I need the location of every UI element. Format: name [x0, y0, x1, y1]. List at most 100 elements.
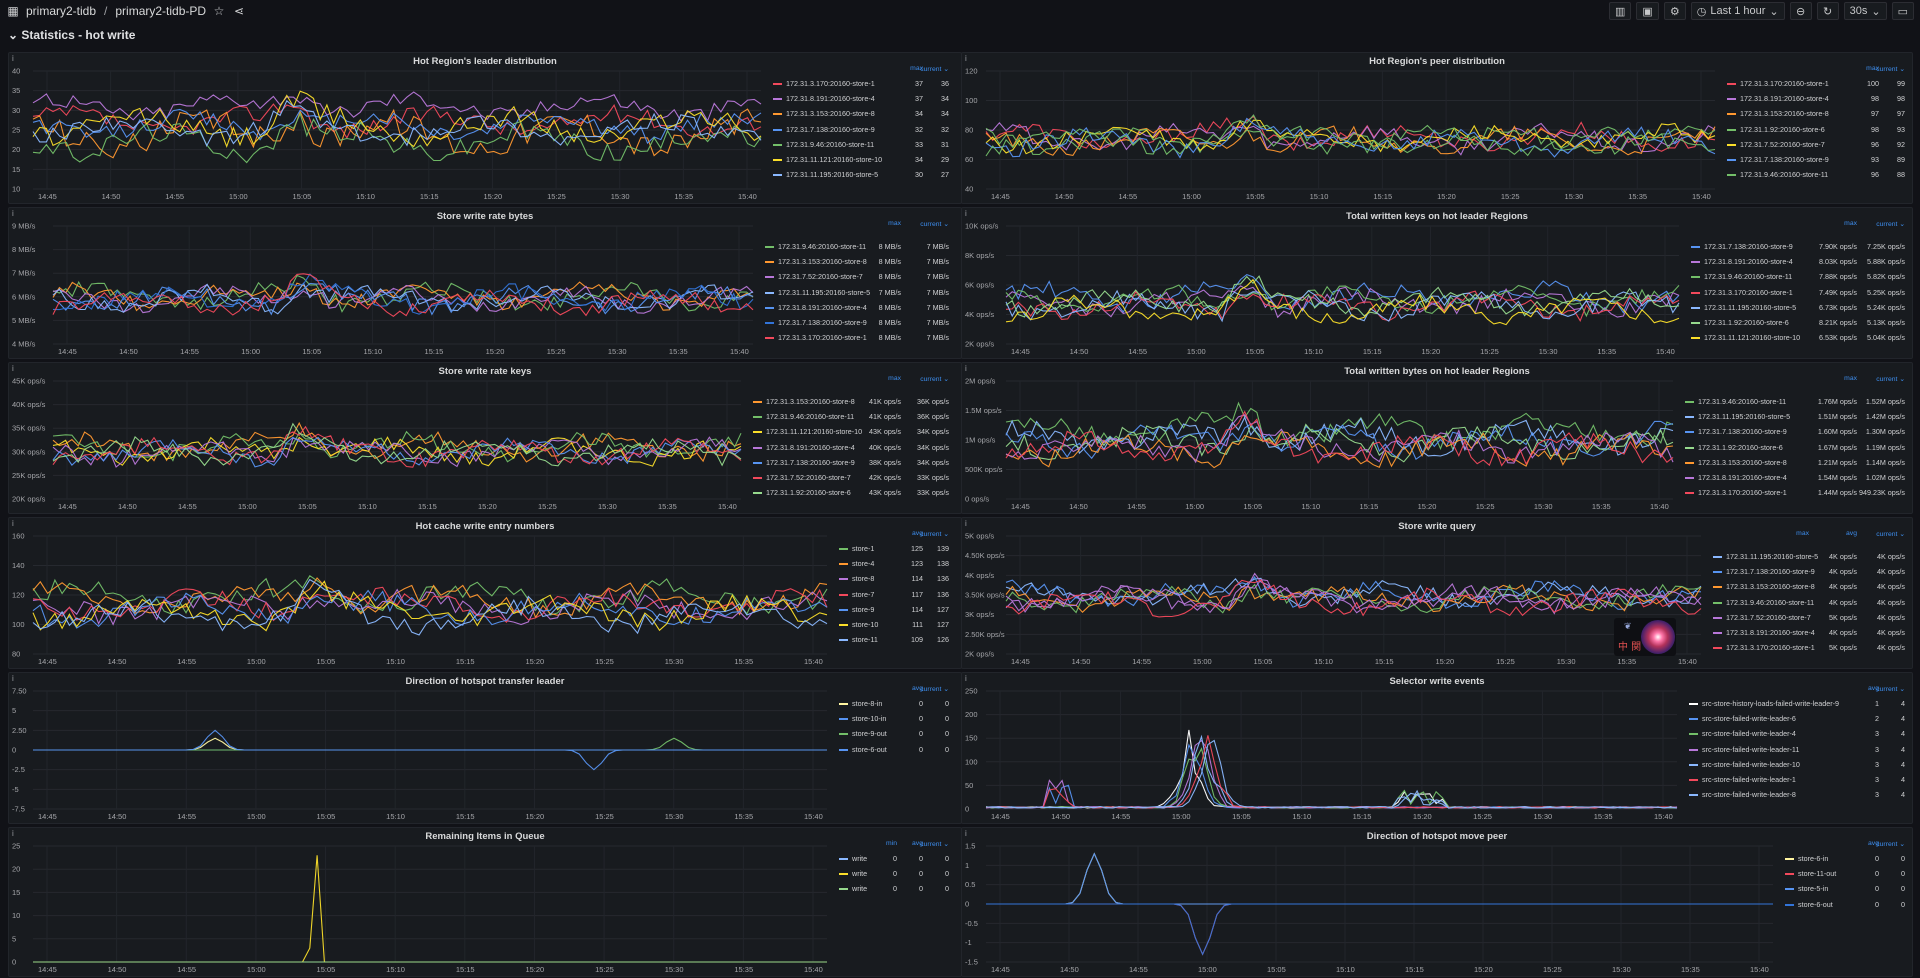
legend-item[interactable]: 172.31.11.121:20160-store-10 6.53K ops/s 5…	[1691, 333, 1907, 345]
panel-p2[interactable]: i Hot Region's peer distribution 120 100 80 6…	[961, 52, 1913, 204]
legend-column-header[interactable]: current ⌄	[920, 686, 949, 693]
legend-item[interactable]: store-10 111 127	[839, 620, 951, 632]
panel-info-icon[interactable]: i	[12, 54, 14, 63]
legend-item[interactable]: 172.31.3.170:20160-store-1 37 36	[773, 79, 951, 91]
chart-plot[interactable]: 2M ops/s 1.5M ops/s 1M ops/s 500K ops/s 0 op…	[962, 363, 1913, 514]
legend-item[interactable]: 172.31.3.153:20160-store-8 8 MB/s 7 MB/s	[765, 257, 951, 269]
legend-item[interactable]: src-store-failed-write-leader-1 3 4	[1689, 775, 1907, 787]
legend-column-header[interactable]: max	[1844, 375, 1857, 382]
save-dashboard-button[interactable]: ▣	[1636, 2, 1659, 20]
panel-info-icon[interactable]: i	[965, 519, 967, 528]
legend-item[interactable]: src-store-failed-write-leader-11 3 4	[1689, 745, 1907, 757]
legend-item[interactable]: store-6-out 0 0	[839, 745, 951, 757]
panel-info-icon[interactable]: i	[965, 54, 967, 63]
legend-column-header[interactable]: current ⌄	[1876, 66, 1905, 73]
legend-item[interactable]: 172.31.3.170:20160-store-1 8 MB/s 7 MB/s	[765, 333, 951, 345]
legend-item[interactable]: 172.31.9.46:20160-store-11 7.88K ops/s 5.8…	[1691, 272, 1907, 284]
legend-item[interactable]: store-9 114 127	[839, 605, 951, 617]
refresh-interval-picker[interactable]: 30s ⌄	[1843, 2, 1887, 20]
legend-item[interactable]: 172.31.7.138:20160-store-9 93 89	[1727, 155, 1907, 167]
legend-item[interactable]: src-store-failed-write-leader-4 3 4	[1689, 729, 1907, 741]
chart-plot[interactable]: 10K ops/s 8K ops/s 6K ops/s 4K ops/s 2K ops/…	[962, 208, 1913, 359]
time-range-picker[interactable]: ◷ Last 1 hour ⌄	[1690, 2, 1785, 20]
breadcrumb-folder[interactable]: primary2-tidb	[26, 4, 97, 18]
legend-item[interactable]: 172.31.1.92:20160-store-6 43K ops/s 33K op…	[753, 488, 951, 500]
legend-item[interactable]: 172.31.9.46:20160-store-11 41K ops/s 36K o…	[753, 412, 951, 424]
legend-column-header[interactable]: avg	[1868, 840, 1879, 847]
legend-column-header[interactable]: max	[1866, 65, 1879, 72]
legend-item[interactable]: 172.31.11.121:20160-store-10 34 29	[773, 155, 951, 167]
legend-column-header[interactable]: avg	[912, 530, 923, 537]
legend-item[interactable]: 172.31.11.195:20160-store-5 6.73K ops/s 5.…	[1691, 303, 1907, 315]
legend-column-header[interactable]: min	[886, 840, 897, 847]
legend-item[interactable]: src-store-failed-write-leader-10 3 4	[1689, 760, 1907, 772]
legend-item[interactable]: 172.31.8.191:20160-store-4 98 98	[1727, 94, 1907, 106]
panel-title[interactable]: Hot Region's peer distribution	[1369, 56, 1505, 67]
legend-item[interactable]: 172.31.7.138:20160-store-9 38K ops/s 34K o…	[753, 458, 951, 470]
legend-item[interactable]: 172.31.9.46:20160-store-11 33 31	[773, 140, 951, 152]
legend-item[interactable]: 172.31.8.191:20160-store-4 1.54M ops/s 1.0…	[1685, 473, 1907, 485]
chart-plot[interactable]: 40 35 30 25 20 15 10 14:45 14:50 14:55 15:00 15:05 1…	[9, 53, 962, 204]
legend-column-header[interactable]: current ⌄	[920, 376, 949, 383]
legend-item[interactable]: 172.31.1.92:20160-store-6 1.67M ops/s 1.19…	[1685, 443, 1907, 455]
legend-item[interactable]: 172.31.3.153:20160-store-8 97 97	[1727, 109, 1907, 121]
legend-column-header[interactable]: current ⌄	[920, 221, 949, 228]
legend-item[interactable]: 172.31.7.138:20160-store-9 7.90K ops/s 7.2…	[1691, 242, 1907, 254]
panel-title[interactable]: Direction of hotspot move peer	[1366, 831, 1508, 842]
legend-item[interactable]: store-10-in 0 0	[839, 714, 951, 726]
panel-title[interactable]: Hot cache write entry numbers	[415, 521, 555, 532]
legend-item[interactable]: store-4 123 138	[839, 559, 951, 571]
legend-item[interactable]: 172.31.3.153:20160-store-8 1.21M ops/s 1.1…	[1685, 458, 1907, 470]
panel-p10[interactable]: i Selector write events 250 200 150 100 50 0 14:…	[961, 672, 1913, 824]
legend-item[interactable]: 172.31.11.195:20160-store-5 7 MB/s 7 MB/s	[765, 288, 951, 300]
panel-info-icon[interactable]: i	[12, 209, 14, 218]
legend-item[interactable]: src-store-failed-write-leader-8 3 4	[1689, 790, 1907, 802]
legend-column-header[interactable]: current ⌄	[920, 66, 949, 73]
legend-item[interactable]: 172.31.8.191:20160-store-4 8 MB/s 7 MB/s	[765, 303, 951, 315]
add-panel-button[interactable]: ▥	[1608, 2, 1632, 20]
legend-item[interactable]: 172.31.7.52:20160-store-7 8 MB/s 7 MB/s	[765, 272, 951, 284]
star-icon[interactable]: ☆	[213, 4, 225, 18]
legend-item[interactable]: store-8 114 136	[839, 574, 951, 586]
legend-item[interactable]: 172.31.7.138:20160-store-9 4K ops/s 4K ops…	[1713, 567, 1907, 579]
refresh-button[interactable]: ↻	[1816, 2, 1839, 20]
legend-item[interactable]: store-1 125 139	[839, 544, 951, 556]
legend-column-header[interactable]: current ⌄	[1876, 531, 1905, 538]
chart-plot[interactable]: 45K ops/s 40K ops/s 35K ops/s 30K ops/s 25K …	[9, 363, 962, 514]
legend-column-header[interactable]: avg	[1846, 530, 1857, 537]
panel-info-icon[interactable]: i	[12, 829, 14, 838]
floating-overlay[interactable]: ❦ 中 関	[1614, 618, 1676, 656]
legend-column-header[interactable]: avg	[912, 840, 923, 847]
panel-p6[interactable]: i Total written bytes on hot leader Regio…	[961, 362, 1913, 514]
legend-item[interactable]: 172.31.3.153:20160-store-8 34 34	[773, 109, 951, 121]
panel-p11[interactable]: i Remaining Items in Queue 25 20 15 10 5 0 14:45…	[8, 827, 962, 977]
legend-item[interactable]: 172.31.9.46:20160-store-11 96 88	[1727, 170, 1907, 182]
panel-info-icon[interactable]: i	[965, 364, 967, 373]
tv-mode-button[interactable]: ▭	[1891, 2, 1914, 20]
panel-p1[interactable]: i Hot Region's leader distribution 40 35 30 2…	[8, 52, 962, 204]
panel-title[interactable]: Store write rate bytes	[436, 211, 534, 222]
legend-item[interactable]: 172.31.8.191:20160-store-4 8.03K ops/s 5.8…	[1691, 257, 1907, 269]
legend-column-header[interactable]: max	[1796, 530, 1809, 537]
panel-title[interactable]: Hot Region's leader distribution	[413, 56, 557, 67]
legend-item[interactable]: store-8-in 0 0	[839, 699, 951, 711]
legend-item[interactable]: 172.31.9.46:20160-store-11 8 MB/s 7 MB/s	[765, 242, 951, 254]
share-icon[interactable]: ⋖	[234, 4, 245, 18]
legend-column-header[interactable]: current ⌄	[1876, 221, 1905, 228]
legend-column-header[interactable]: max	[910, 65, 923, 72]
legend-item[interactable]: store-9-out 0 0	[839, 729, 951, 741]
legend-column-header[interactable]: current ⌄	[920, 841, 949, 848]
panel-p7[interactable]: i Hot cache write entry numbers 160 140 120 1…	[8, 517, 962, 669]
legend-item[interactable]: src-store-failed-write-leader-6 2 4	[1689, 714, 1907, 726]
chart-plot[interactable]: 120 100 80 60 40 14:45 14:50 14:55 15:00 15:05 15:…	[962, 53, 1913, 204]
chart-plot[interactable]: 160 140 120 100 80 14:45 14:50 14:55 15:00 15:05 1…	[9, 518, 962, 669]
panel-title[interactable]: Remaining Items in Queue	[425, 831, 545, 842]
panel-p9[interactable]: i Direction of hotspot transfer leader 7.5…	[8, 672, 962, 824]
zoom-out-button[interactable]: ⊖	[1789, 2, 1812, 20]
chart-plot[interactable]: 250 200 150 100 50 0 14:45 14:50 14:55 15:00 15:05…	[962, 673, 1913, 824]
legend-column-header[interactable]: current ⌄	[1876, 686, 1905, 693]
legend-column-header[interactable]: current ⌄	[1876, 376, 1905, 383]
panel-p3[interactable]: i Store write rate bytes 9 MB/s 8 MB/s 7 MB/…	[8, 207, 962, 359]
legend-item[interactable]: 172.31.11.195:20160-store-5 4K ops/s 4K op…	[1713, 552, 1907, 564]
chart-plot[interactable]: 1.5 1 0.5 0 -0.5 -1 -1.5 14:45 14:50 14:55 15:00 15…	[962, 828, 1913, 977]
